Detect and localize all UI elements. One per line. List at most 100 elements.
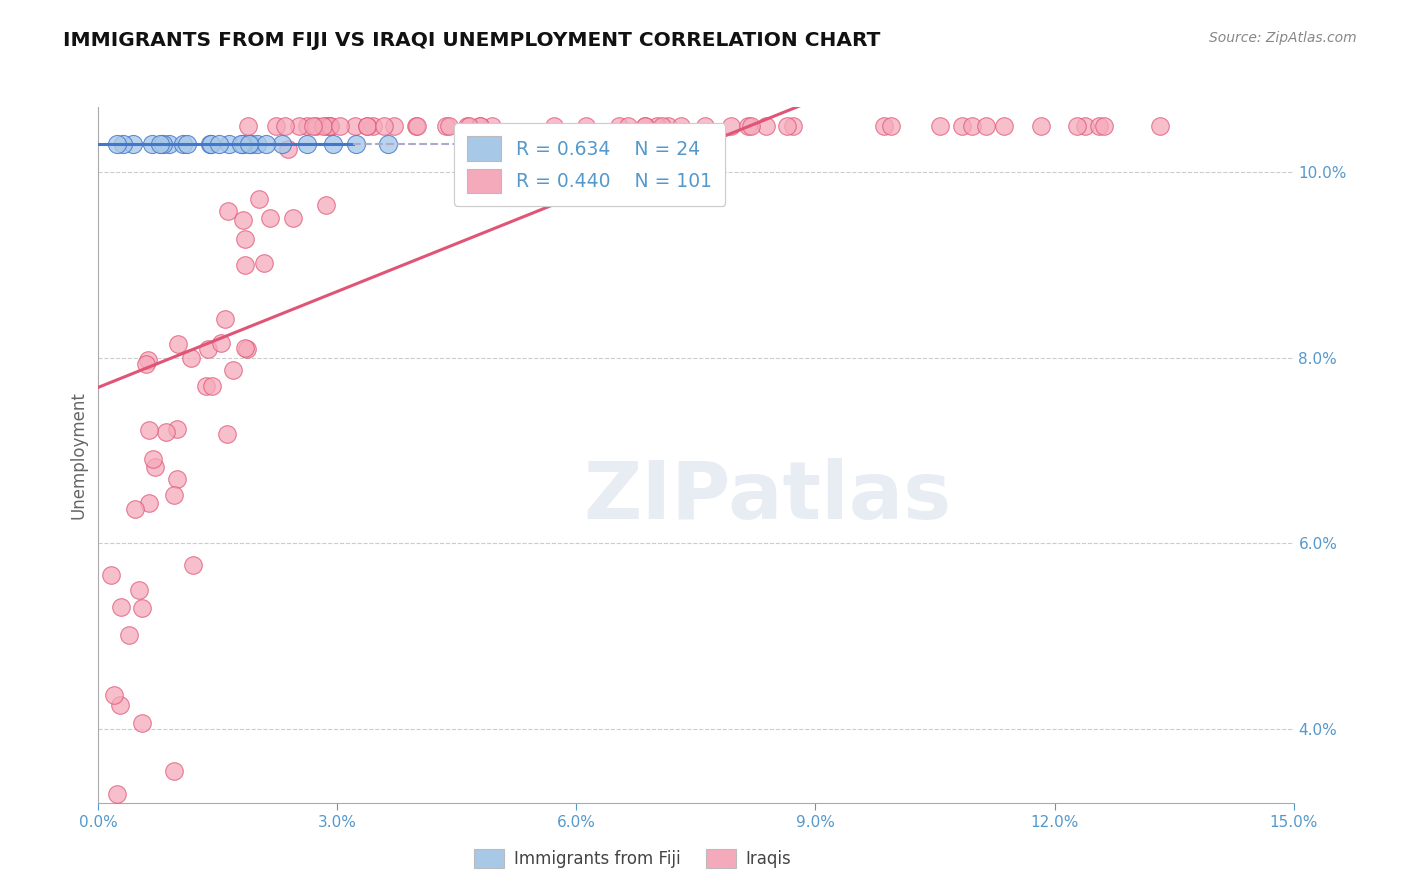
Point — [259, 211, 281, 226]
Point — [138, 423, 160, 437]
Point — [312, 119, 335, 133]
Point — [434, 119, 457, 133]
Point — [277, 142, 299, 156]
Point — [377, 137, 399, 152]
Point — [181, 558, 204, 573]
Point — [382, 119, 405, 133]
Text: ZIPatlas: ZIPatlas — [583, 458, 952, 536]
Point — [1092, 119, 1115, 133]
Point — [172, 137, 194, 152]
Point — [215, 426, 238, 441]
Point — [1149, 119, 1171, 133]
Point — [287, 119, 309, 133]
Point — [543, 119, 565, 133]
Point — [645, 119, 668, 133]
Legend: Immigrants from Fiji, Iraqis: Immigrants from Fiji, Iraqis — [467, 842, 799, 875]
Point — [163, 488, 186, 502]
Point — [239, 137, 262, 152]
Point — [217, 203, 239, 218]
Point — [1088, 119, 1111, 133]
Point — [405, 119, 427, 133]
Point — [405, 119, 427, 133]
Legend: R = 0.634    N = 24, R = 0.440    N = 101: R = 0.634 N = 24, R = 0.440 N = 101 — [454, 123, 725, 206]
Point — [100, 568, 122, 582]
Point — [305, 119, 328, 133]
Point — [145, 459, 167, 474]
Point — [319, 119, 342, 133]
Point — [634, 119, 657, 133]
Point — [264, 119, 287, 133]
Point — [155, 425, 177, 439]
Point — [755, 119, 778, 133]
Point — [124, 501, 146, 516]
Point — [318, 119, 340, 133]
Point — [960, 119, 983, 133]
Point — [607, 119, 630, 133]
Point — [356, 119, 378, 133]
Point — [1066, 119, 1088, 133]
Point — [233, 258, 256, 272]
Point — [138, 353, 160, 368]
Point — [373, 119, 395, 133]
Point — [356, 119, 378, 133]
Point — [361, 119, 384, 133]
Point — [456, 119, 478, 133]
Point — [112, 137, 135, 152]
Point — [344, 137, 367, 152]
Point — [929, 119, 952, 133]
Point — [105, 137, 128, 152]
Point — [1073, 119, 1095, 133]
Point — [693, 119, 716, 133]
Point — [166, 422, 188, 436]
Point — [439, 119, 461, 133]
Point — [776, 119, 799, 133]
Point — [315, 119, 337, 133]
Point — [468, 119, 491, 133]
Point — [782, 119, 804, 133]
Point — [319, 119, 342, 133]
Point — [232, 212, 254, 227]
Point — [198, 137, 221, 152]
Point — [135, 357, 157, 371]
Text: IMMIGRANTS FROM FIJI VS IRAQI UNEMPLOYMENT CORRELATION CHART: IMMIGRANTS FROM FIJI VS IRAQI UNEMPLOYME… — [63, 31, 880, 50]
Point — [110, 600, 132, 615]
Point — [271, 137, 294, 152]
Point — [254, 137, 277, 152]
Point — [118, 628, 141, 642]
Point — [740, 119, 762, 133]
Point — [218, 137, 240, 152]
Point — [105, 787, 128, 801]
Point — [201, 379, 224, 393]
Point — [873, 119, 896, 133]
Point — [232, 137, 254, 152]
Point — [737, 119, 759, 133]
Point — [149, 137, 172, 152]
Text: Source: ZipAtlas.com: Source: ZipAtlas.com — [1209, 31, 1357, 45]
Point — [176, 137, 198, 152]
Point — [231, 137, 253, 152]
Point — [103, 688, 125, 702]
Point — [329, 119, 352, 133]
Y-axis label: Unemployment: Unemployment — [69, 391, 87, 519]
Point — [141, 137, 163, 152]
Point — [950, 119, 973, 133]
Point — [657, 119, 679, 133]
Point — [274, 119, 297, 133]
Point — [575, 119, 598, 133]
Point — [249, 192, 271, 206]
Point — [208, 137, 231, 152]
Point — [322, 137, 344, 152]
Point — [974, 119, 997, 133]
Point — [302, 119, 325, 133]
Point — [108, 698, 131, 712]
Point — [651, 119, 673, 133]
Point — [128, 582, 150, 597]
Point — [236, 342, 259, 356]
Point — [458, 119, 481, 133]
Point — [233, 232, 256, 246]
Point — [1029, 119, 1052, 133]
Point — [197, 342, 219, 356]
Point — [141, 451, 163, 466]
Point — [152, 137, 174, 152]
Point — [131, 600, 153, 615]
